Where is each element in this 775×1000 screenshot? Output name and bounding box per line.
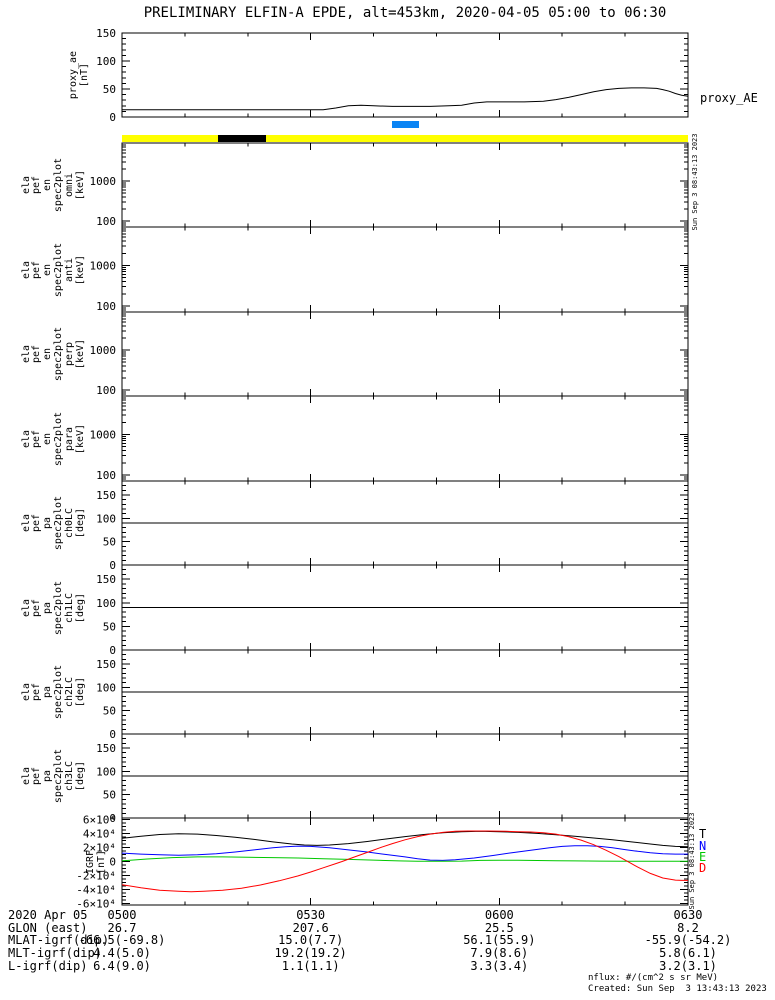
panel-ela_pef_en_spec2plot_perp: 100 1000 [90,311,689,397]
y-tick-label: 1000 [90,344,117,357]
y-tick-label: -2×10⁴ [76,870,116,883]
footer-value-r3-c1: 19.2(19.2) [274,946,347,960]
footer-value-r1-c0: 26.7 [107,921,137,935]
y-tick-label: 150 [96,573,116,586]
panel-frame [121,142,689,228]
footer-value-r0-c2: 0600 [484,908,514,922]
panel-frame [121,395,689,482]
footer-row-label-4: L-igrf(dip) [8,959,88,973]
y-tick-label: 4×10⁴ [83,827,116,840]
y-tick-label: 100 [96,681,116,694]
footer-row-label-3: MLT-igrf(dip) [8,946,102,960]
footer-value-r1-c3: 8.2 [677,921,699,935]
y-tick-label: 0 [109,644,116,657]
legend-E: E [699,850,707,864]
y-tick-label: 150 [96,489,116,502]
footer-value-r4-c2: 3.3(3.4) [470,959,529,973]
y-tick-label: 0 [109,111,116,124]
y-tick-label: 0 [109,728,116,741]
panel-ela_pef_en_spec2plot_omni: 100 1000 [90,142,689,228]
legend-N: N [699,839,707,853]
panel-ela_pef_pa_spec2plot_ch0LC: 0 50 100 150 [96,480,689,572]
legend-T: T [699,827,707,841]
y-tick-label: 1000 [90,175,117,188]
nflux-units-note: nflux: #/(cm^2 s sr MeV) [588,973,719,983]
footer-value-r3-c2: 7.9(8.6) [470,946,529,960]
y-tick-label: 50 [103,620,116,633]
footer-value-r0-c0: 0500 [107,908,137,922]
footer-value-r2-c1: 15.0(7.7) [278,933,344,947]
created-note: Created: Sun Sep 3 13:43:13 2023 [588,984,767,994]
y-tick-label: 50 [103,705,116,718]
series-T [121,830,689,848]
y-tick-label: 100 [96,215,116,228]
footer-row-label-0: 2020 Apr 05 [8,908,88,922]
footer-value-r4-c3: 3.2(3.1) [659,959,717,973]
y-tick-label: 50 [103,83,116,96]
footer-value-r2-c0: -66.5(-69.8) [78,933,166,947]
panel-ela_pef_en_spec2plot_anti: 100 1000 [90,226,689,313]
y-tick-label: 100 [96,597,116,610]
panel-proxy_ae: 0 50 100 150 [96,27,689,124]
footer-value-r0-c1: 0530 [296,908,326,922]
y-tick-label: 150 [96,27,116,40]
series-N [121,845,688,861]
footer-value-r2-c2: 56.1(55.9) [463,933,536,947]
proxy-ae-right-label: proxy_AE [700,91,758,105]
legend-D: D [699,861,707,875]
series-D [121,830,688,893]
y-tick-label: 100 [96,469,116,482]
y-tick-label: 100 [96,55,116,68]
panel-ela_pef_pa_spec2plot_ch3LC: 0 50 100 150 [96,733,689,825]
footer-value-r2-c3: -55.9(-54.2) [644,933,732,947]
series-proxy_AE [122,87,689,111]
y-tick-label: -4×10⁴ [76,884,116,897]
y-tick-label: 100 [96,300,116,313]
footer-value-r4-c0: 6.4(9.0) [93,959,151,973]
footer-row-label-2: MLAT-igrf(dip) [8,933,110,947]
y-tick-label: 6×10⁴ [83,813,116,826]
panel-frame [121,226,689,313]
footer-value-r0-c3: 0630 [673,908,703,922]
dark-segment [218,135,267,142]
y-tick-label: 0 [109,856,116,869]
footer-value-r3-c3: 5.8(6.1) [659,946,717,960]
y-tick-label: 1000 [90,259,117,272]
y-tick-label: -6×10⁴ [76,898,116,911]
panel-frame [121,311,689,397]
y-tick-label: 50 [103,536,116,549]
footer-value-r1-c1: 207.6 [292,921,329,935]
y-tick-label: 150 [96,658,116,671]
y-tick-label: 0 [109,812,116,825]
science-zone-marker [391,121,419,128]
y-tick-label: 1000 [90,428,117,441]
y-tick-label: 50 [103,789,116,802]
panel-ela_pef_pa_spec2plot_ch1LC: 0 50 100 150 [96,564,689,657]
footer-row-label-1: GLON (east) [8,921,88,935]
y-tick-label: 100 [96,384,116,397]
panel-frame [121,32,689,118]
y-tick-label: 0 [109,559,116,572]
plot-title: PRELIMINARY ELFIN-A EPDE, alt=453km, 202… [143,5,667,21]
footer-value-r3-c0: 4.4(5.0) [93,946,151,960]
panel-ela_pef_pa_spec2plot_ch2LC: 0 50 100 150 [96,649,689,741]
y-tick-label: 2×10⁴ [83,841,116,854]
footer-value-r4-c1: 1.1(1.1) [281,959,340,973]
y-tick-label: 100 [96,512,116,525]
y-tick-label: 100 [96,765,116,778]
y-tick-label: 150 [96,742,116,755]
series-E [121,856,688,862]
position-bar [122,135,688,142]
panel-ela_pef_en_spec2plot_para: 100 1000 [90,395,689,482]
footer-value-r1-c2: 25.5 [484,921,514,935]
